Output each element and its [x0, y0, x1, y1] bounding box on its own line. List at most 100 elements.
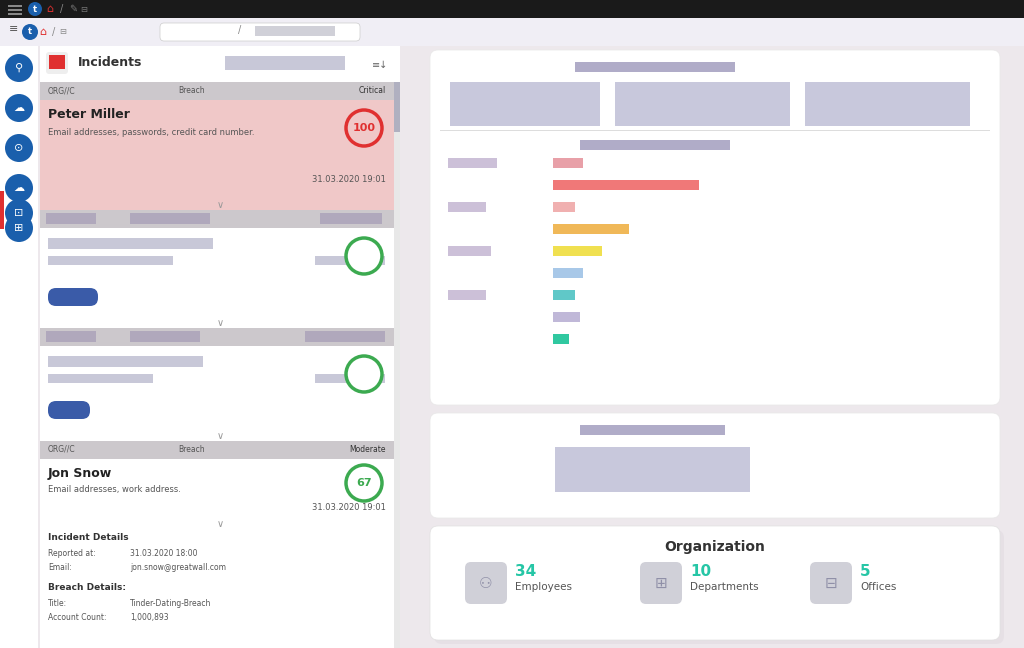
Bar — [40, 346, 394, 441]
Bar — [580, 425, 725, 435]
FancyBboxPatch shape — [160, 23, 360, 41]
Circle shape — [5, 199, 33, 227]
Text: Email addresses, work address.: Email addresses, work address. — [48, 485, 181, 494]
Text: ⊞: ⊞ — [14, 223, 24, 233]
Bar — [315, 374, 385, 383]
Text: ⌂: ⌂ — [46, 4, 53, 14]
Text: ⚲: ⚲ — [15, 63, 24, 73]
Bar — [319, 213, 382, 224]
Bar — [553, 224, 629, 234]
Circle shape — [22, 24, 38, 40]
Bar — [49, 55, 65, 69]
Bar — [40, 328, 394, 346]
Bar — [40, 210, 394, 228]
Text: t: t — [33, 5, 37, 14]
Text: Moderate: Moderate — [349, 445, 386, 454]
Circle shape — [5, 174, 33, 202]
Bar — [553, 246, 602, 256]
Text: ≡: ≡ — [9, 24, 18, 34]
Bar — [575, 62, 735, 72]
FancyBboxPatch shape — [430, 526, 1000, 640]
Bar — [315, 256, 385, 265]
Text: Peter Miller: Peter Miller — [48, 108, 130, 121]
Bar — [48, 374, 153, 383]
Bar — [553, 290, 574, 300]
Text: 10: 10 — [690, 564, 711, 579]
Text: ⊞: ⊞ — [654, 575, 668, 590]
Text: t: t — [28, 27, 32, 36]
Text: 100: 100 — [352, 123, 376, 133]
Text: ⌂: ⌂ — [40, 27, 46, 37]
Bar — [449, 246, 492, 256]
Circle shape — [5, 214, 33, 242]
Text: Incidents: Incidents — [78, 56, 142, 69]
Text: ∨: ∨ — [216, 431, 223, 441]
Bar — [48, 256, 173, 265]
FancyBboxPatch shape — [46, 52, 68, 74]
Circle shape — [5, 54, 33, 82]
Bar — [553, 312, 580, 322]
FancyBboxPatch shape — [430, 50, 1000, 405]
Bar — [0, 18, 1024, 46]
Text: 1,000,893: 1,000,893 — [130, 613, 169, 622]
Bar — [615, 82, 790, 126]
Bar — [449, 158, 497, 168]
Text: ☁: ☁ — [13, 183, 25, 193]
Bar — [48, 356, 203, 367]
Bar — [46, 331, 96, 342]
Text: 31.03.2020 19:01: 31.03.2020 19:01 — [312, 175, 386, 184]
Text: 67: 67 — [356, 478, 372, 488]
Text: Breach: Breach — [178, 445, 205, 454]
Text: Account Count:: Account Count: — [48, 613, 106, 622]
Bar — [8, 13, 22, 15]
Bar — [0, 46, 38, 648]
Text: ∨: ∨ — [216, 519, 223, 529]
Text: ≡↓: ≡↓ — [372, 60, 388, 70]
FancyBboxPatch shape — [810, 562, 852, 604]
Text: 34: 34 — [515, 564, 537, 579]
Text: ⊟: ⊟ — [59, 27, 67, 36]
Text: /: / — [52, 27, 55, 37]
Text: Reported at:: Reported at: — [48, 549, 96, 558]
Bar — [0, 191, 4, 229]
Text: Departments: Departments — [690, 582, 759, 592]
Bar — [40, 459, 394, 648]
Text: ✎: ✎ — [69, 4, 77, 14]
FancyBboxPatch shape — [434, 530, 1004, 644]
Text: 5: 5 — [860, 564, 870, 579]
Bar — [450, 82, 600, 126]
FancyBboxPatch shape — [40, 46, 400, 648]
Circle shape — [346, 110, 382, 146]
Text: ORG//C: ORG//C — [48, 86, 76, 95]
Text: /: / — [60, 4, 63, 14]
Bar — [394, 82, 400, 132]
Text: ∨: ∨ — [216, 318, 223, 328]
Bar — [46, 213, 96, 224]
Bar — [553, 268, 583, 278]
Bar — [0, 0, 1024, 18]
Bar — [130, 213, 210, 224]
Bar — [580, 140, 730, 150]
Bar — [553, 158, 583, 168]
Bar — [805, 82, 970, 126]
Bar — [40, 228, 394, 328]
Bar — [40, 100, 394, 210]
Bar — [449, 290, 485, 300]
Bar — [255, 26, 335, 36]
FancyBboxPatch shape — [48, 401, 90, 419]
Bar — [553, 334, 569, 344]
Text: ⊟: ⊟ — [824, 575, 838, 590]
Text: Critical: Critical — [358, 86, 386, 95]
Bar — [8, 5, 22, 7]
Bar — [48, 238, 213, 249]
Text: Breach: Breach — [178, 86, 205, 95]
Text: Tinder-Dating-Breach: Tinder-Dating-Breach — [130, 599, 211, 608]
Text: Breach Details:: Breach Details: — [48, 583, 126, 592]
Text: 31.03.2020 18:00: 31.03.2020 18:00 — [130, 549, 198, 558]
Bar — [555, 447, 750, 492]
Text: ORG//C: ORG//C — [48, 445, 76, 454]
Text: ⊙: ⊙ — [14, 143, 24, 153]
Text: ⚇: ⚇ — [479, 575, 493, 590]
Text: Incident Details: Incident Details — [48, 533, 129, 542]
Circle shape — [5, 134, 33, 162]
